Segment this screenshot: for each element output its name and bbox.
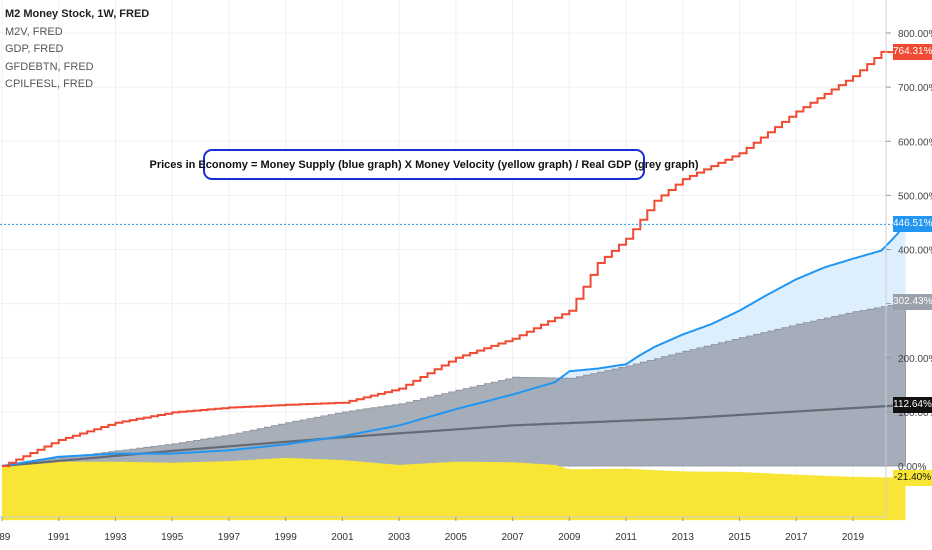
y-tick-label: 600.00% bbox=[898, 137, 932, 148]
x-tick-label: 989 bbox=[0, 532, 11, 543]
x-tick-label: 2005 bbox=[445, 532, 468, 543]
x-tick-label: 1995 bbox=[161, 532, 184, 543]
formula-annotation[interactable]: Prices in Economy = Money Supply (blue g… bbox=[150, 149, 699, 180]
x-tick-label: 2015 bbox=[728, 532, 751, 543]
y-tick-label: 700.00% bbox=[898, 83, 932, 94]
x-tick-label: 2019 bbox=[842, 532, 865, 543]
series-m2v-area bbox=[2, 457, 906, 521]
last-value-cpi: 112.64% bbox=[893, 397, 932, 414]
series-gdp-area bbox=[2, 302, 906, 467]
x-tick-label: 2013 bbox=[672, 532, 695, 543]
last-value-gdp: 302.43% bbox=[893, 294, 932, 311]
formula-annotation-text: Prices in Economy = Money Supply (blue g… bbox=[149, 158, 699, 171]
y-tick-label: 0.00% bbox=[898, 462, 926, 473]
last-value-m2v: -21.40% bbox=[893, 469, 932, 486]
y-tick-label: 500.00% bbox=[898, 191, 932, 202]
y-tick-label: 200.00% bbox=[898, 354, 932, 365]
x-tick-label: 2007 bbox=[501, 532, 524, 543]
legend-item-gfdebtn[interactable]: GFDEBTN, FRED bbox=[5, 60, 94, 73]
x-tick-label: 2011 bbox=[615, 532, 637, 543]
legend-item-m2v[interactable]: M2V, FRED bbox=[5, 25, 63, 38]
last-value-debt: 764.31% bbox=[893, 44, 932, 61]
y-tick-label: 100.00% bbox=[898, 408, 932, 419]
x-tick-label: 2017 bbox=[785, 532, 808, 543]
x-tick-label: 2003 bbox=[388, 532, 411, 543]
y-tick-label: 800.00% bbox=[898, 29, 932, 40]
x-tick-label: 1997 bbox=[218, 532, 241, 543]
series-legend: M2 Money Stock, 1W, FRED M2V, FRED GDP, … bbox=[5, 6, 149, 94]
y-tick-label: 400.00% bbox=[898, 246, 932, 257]
x-tick-label: 1991 bbox=[48, 532, 71, 543]
legend-item-gdp[interactable]: GDP, FRED bbox=[5, 43, 64, 55]
last-value-m2: 446.51% bbox=[893, 216, 932, 233]
series-cpilfesl-line bbox=[1, 403, 906, 468]
series-gfdebtn-line bbox=[2, 50, 906, 467]
x-tick-label: 2001 bbox=[331, 532, 354, 543]
legend-item-m2[interactable]: M2 Money Stock, 1W, FRED bbox=[5, 8, 150, 20]
legend-item-cpilfesl[interactable]: CPILFESL, FRED bbox=[5, 78, 94, 90]
x-tick-label: 1999 bbox=[275, 532, 298, 543]
series-m2-line bbox=[1, 223, 907, 467]
x-tick-label: 1993 bbox=[104, 532, 127, 543]
x-tick-label: 2009 bbox=[558, 532, 581, 543]
